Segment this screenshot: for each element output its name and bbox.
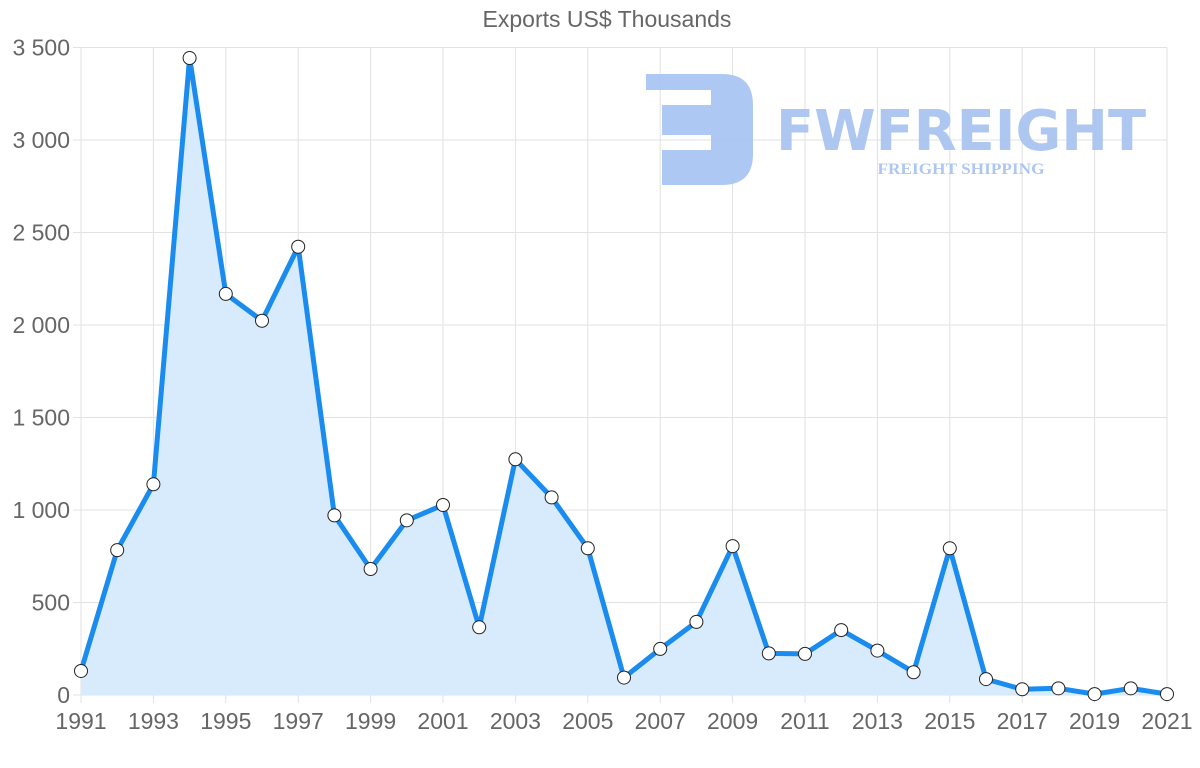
x-tick-label: 2015 bbox=[924, 708, 975, 734]
data-point[interactable]: 2002: 366 bbox=[472, 620, 487, 635]
data-point[interactable]: 2012: 351 bbox=[834, 623, 849, 638]
data-point[interactable]: 1997: 2423 bbox=[291, 239, 306, 254]
data-point[interactable]: 2004: 1068 bbox=[544, 490, 559, 505]
x-tick-label: 2003 bbox=[490, 708, 541, 734]
data-point[interactable]: 1994: 3443 bbox=[182, 51, 197, 66]
data-points: 1991: 130 1992: 783 1993: 1139 1994: 3443 19… bbox=[74, 51, 1174, 702]
data-point[interactable]: 2007: 249 bbox=[653, 641, 668, 656]
y-tick-label: 500 bbox=[32, 590, 70, 616]
y-tick-label: 1 500 bbox=[12, 405, 70, 431]
x-tick-label: 2009 bbox=[707, 708, 758, 734]
x-tick-label: 2007 bbox=[635, 708, 686, 734]
data-point[interactable]: 2014: 123 bbox=[906, 665, 921, 680]
x-tick-label: 2021 bbox=[1141, 708, 1192, 734]
data-point[interactable]: 2006: 94 bbox=[617, 670, 631, 685]
data-point[interactable]: 2016: 86 bbox=[979, 672, 993, 687]
x-tick-label: 1993 bbox=[128, 708, 179, 734]
data-point[interactable]: 2017: 31 bbox=[1015, 682, 1030, 697]
y-tick-label: 3 500 bbox=[12, 35, 70, 61]
data-point[interactable]: 2020: 36 bbox=[1123, 681, 1138, 696]
data-point[interactable]: 2011: 222 bbox=[798, 646, 812, 661]
y-axis: 0 500 1 000 1 500 2 000 2 500 3 000 3 500 bbox=[12, 35, 70, 709]
data-point[interactable]: 2015: 793 bbox=[942, 541, 957, 556]
data-point[interactable]: 2008: 395 bbox=[689, 614, 704, 629]
data-point[interactable]: 1996: 2023 bbox=[255, 313, 269, 328]
area-fill bbox=[81, 58, 1167, 695]
area-fill-path bbox=[81, 58, 1167, 695]
x-tick-label: 1991 bbox=[55, 708, 106, 734]
y-tick-label: 3 000 bbox=[12, 127, 70, 153]
x-tick-label: 2011 bbox=[780, 708, 829, 734]
x-tick-label: 2013 bbox=[852, 708, 903, 734]
x-tick-label: 2019 bbox=[1069, 708, 1120, 734]
y-tick-label: 0 bbox=[57, 682, 70, 708]
watermark-brand-text: FWFREIGHT bbox=[776, 99, 1146, 164]
x-tick-label: 1997 bbox=[273, 708, 324, 734]
data-point[interactable]: 1998: 971 bbox=[327, 508, 342, 523]
y-tick-label: 1 000 bbox=[12, 497, 70, 523]
data-point[interactable]: 2021: 5 bbox=[1160, 687, 1174, 702]
data-point[interactable]: 1999: 681 bbox=[363, 562, 378, 577]
data-point[interactable]: 2001: 1027 bbox=[436, 498, 450, 513]
x-tick-label: 1995 bbox=[200, 708, 251, 734]
x-tick-label: 2017 bbox=[997, 708, 1048, 734]
data-point[interactable]: 2013: 240 bbox=[870, 643, 885, 658]
data-point[interactable]: 2009: 805 bbox=[725, 539, 740, 554]
data-point[interactable]: 2018: 36 bbox=[1051, 681, 1066, 696]
x-tick-label: 1999 bbox=[345, 708, 396, 734]
x-tick-label: 2001 bbox=[417, 708, 468, 734]
watermark-logo: FWFREIGHT FREIGHT SHIPPING bbox=[646, 74, 1146, 185]
fwfreight-logo-icon bbox=[646, 74, 753, 185]
data-point[interactable]: 2010: 225 bbox=[761, 646, 776, 661]
y-tick-label: 2 000 bbox=[12, 312, 70, 338]
y-tick-label: 2 500 bbox=[12, 220, 70, 246]
data-point[interactable]: 1992: 783 bbox=[110, 543, 125, 558]
data-point[interactable]: 2003: 1274 bbox=[508, 452, 523, 467]
x-tick-label: 2005 bbox=[562, 708, 613, 734]
chart-title: Exports US$ Thousands bbox=[482, 6, 732, 32]
data-point[interactable]: 1991: 130 bbox=[74, 663, 88, 678]
data-point[interactable]: 2019: 5 bbox=[1087, 687, 1102, 702]
data-point[interactable]: 1995: 2168 bbox=[218, 286, 233, 301]
data-point[interactable]: 1993: 1139 bbox=[146, 477, 161, 492]
watermark-tagline-text: FREIGHT SHIPPING bbox=[878, 161, 1046, 178]
data-point[interactable]: 2005: 793 bbox=[580, 541, 595, 556]
x-axis: 1991 1993 1995 1997 1999 2001 2003 2005 2007 2009… bbox=[55, 708, 1192, 734]
